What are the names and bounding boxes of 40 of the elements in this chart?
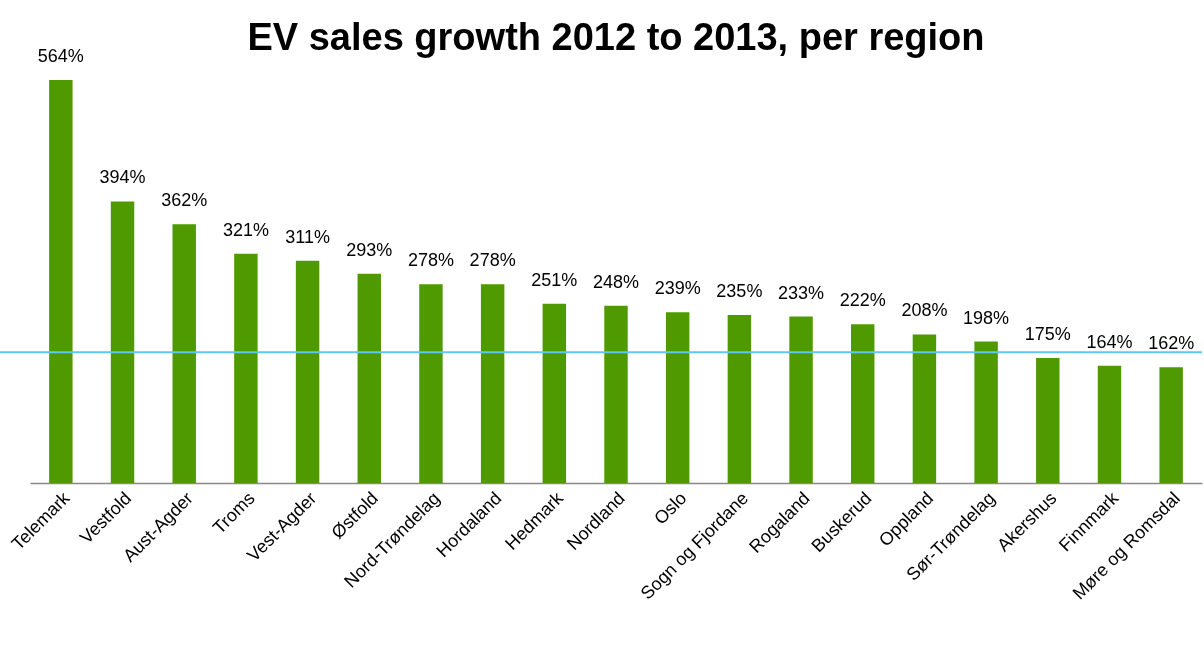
bar (851, 324, 875, 483)
data-label: 164% (1086, 331, 1133, 352)
bar (49, 80, 73, 483)
data-label: 248% (592, 271, 640, 292)
data-label: 321% (222, 219, 269, 240)
x-tick-label: Oslo (650, 488, 691, 529)
data-label: 233% (778, 282, 825, 303)
data-label: 293% (346, 239, 393, 260)
bar (234, 253, 258, 483)
bar (419, 284, 443, 483)
data-label: 394% (99, 167, 146, 188)
bar (665, 312, 690, 483)
data-label: 278% (469, 250, 516, 271)
bar (1097, 365, 1122, 483)
data-label: 198% (963, 307, 1010, 328)
data-label: 362% (161, 190, 208, 211)
data-label: 222% (839, 290, 886, 311)
data-label: 311% (285, 226, 330, 247)
data-label: 278% (407, 250, 454, 271)
bar (789, 316, 813, 483)
bar (357, 273, 381, 483)
data-label: 235% (716, 281, 763, 302)
bar (974, 341, 998, 483)
bar (1036, 357, 1060, 483)
data-label: 239% (654, 278, 701, 299)
bar (604, 305, 628, 483)
bar (295, 260, 320, 483)
chart-title: EV sales growth 2012 to 2013, per region (247, 16, 985, 58)
bar (172, 224, 196, 483)
data-label: 564% (37, 46, 84, 66)
bar (727, 315, 752, 483)
bar (542, 303, 567, 483)
bar (1159, 367, 1183, 483)
bar (480, 284, 505, 483)
data-label: 251% (531, 269, 578, 290)
data-label: 162% (1148, 333, 1195, 354)
bar (912, 334, 937, 483)
data-label: 208% (901, 300, 948, 321)
bar (110, 201, 135, 483)
data-label: 175% (1024, 323, 1071, 344)
